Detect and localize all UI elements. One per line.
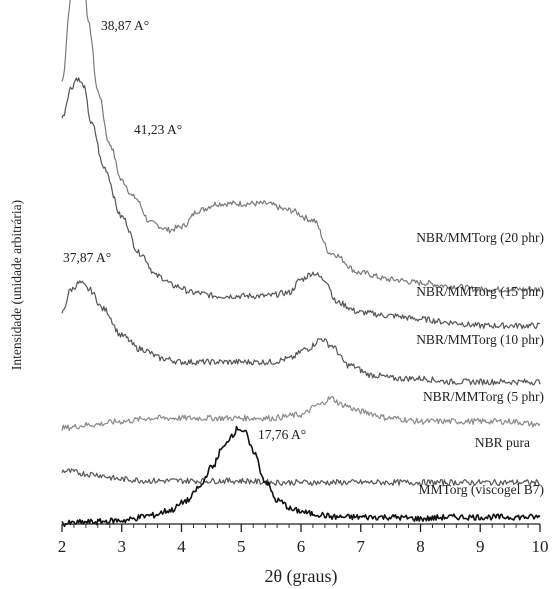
x-tick-label: 5 [237,537,246,556]
curves-layer [61,0,541,528]
x-tick-label: 6 [297,537,306,556]
series-label-1: NBR/MMTorg (15 phr) [416,284,544,299]
series-labels-layer: NBR/MMTorg (20 phr) NBR/MMTorg (15 phr) NB… [416,230,544,497]
series-line-1 [61,77,541,330]
x-tick-label: 10 [532,537,549,556]
peak-annotation-0: 38,87 A° [101,18,149,33]
series-line-4 [61,468,541,486]
peak-annotations-layer: 38,87 A° 41,23 A° 37,87 A° 17,76 A° [63,18,306,442]
series-label-4: NBR pura [475,435,530,450]
x-tick-label: 7 [357,537,366,556]
x-tick-label: 3 [118,537,127,556]
peak-annotation-5: 17,76 A° [258,427,306,442]
series-label-2: NBR/MMTorg (10 phr) [416,332,544,347]
x-tick-label: 4 [177,537,186,556]
series-label-5: MMTorg (viscogel B7) [418,482,544,497]
peak-annotation-2: 37,87 A° [63,250,111,265]
peak-annotation-1: 41,23 A° [134,122,182,137]
x-axis-ticks: 2 3 4 5 6 7 8 9 10 [58,524,549,556]
series-line-3 [61,396,541,432]
series-line-0 [61,0,541,293]
x-axis-title: 2θ (graus) [264,566,337,587]
series-label-3: NBR/MMTorg (5 phr) [423,389,544,404]
x-tick-label: 8 [416,537,425,556]
series-line-5 [61,425,541,528]
x-tick-label: 2 [58,537,67,556]
series-label-0: NBR/MMTorg (20 phr) [416,230,544,245]
series-line-2 [61,280,541,386]
x-tick-label: 9 [476,537,485,556]
y-axis-title: Intensidade (unidade arbitrária) [9,200,24,370]
